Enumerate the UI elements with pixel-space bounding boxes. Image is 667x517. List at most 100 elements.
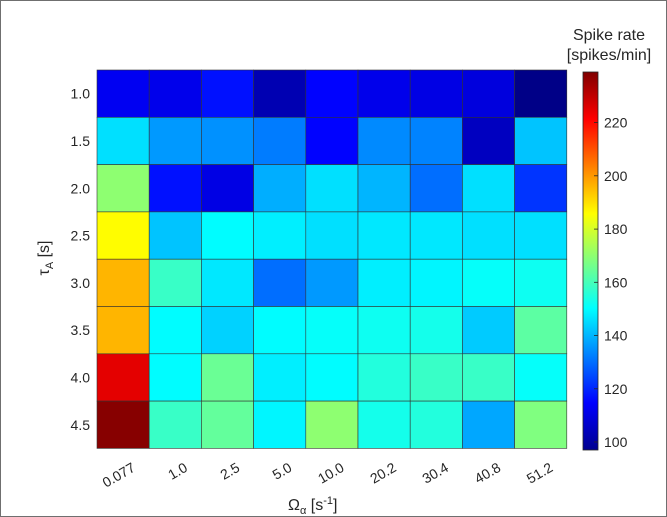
heatmap-cell bbox=[409, 69, 463, 118]
heatmap-cell bbox=[201, 164, 254, 213]
heatmap-cell bbox=[96, 353, 150, 402]
heatmap-cell bbox=[148, 306, 202, 355]
heatmap-cell bbox=[462, 353, 515, 402]
y-tick-label: 1.5 bbox=[71, 133, 91, 149]
colorbar-tick-label: 120 bbox=[604, 381, 628, 397]
y-tick-label: 1.0 bbox=[71, 86, 91, 102]
heatmap-cell bbox=[305, 306, 359, 355]
x-tick-label: 40.8 bbox=[472, 459, 504, 487]
y-tick-label: 4.0 bbox=[71, 369, 91, 385]
heatmap-cell bbox=[357, 164, 411, 213]
heatmap-cell bbox=[462, 211, 515, 260]
x-tick-labels: 0.077 1.0 2.5 5.0 10.0 20.2 30.4 40.8 51.2 bbox=[99, 459, 555, 490]
heatmap-cell bbox=[514, 69, 568, 118]
heatmap-cell bbox=[148, 211, 202, 260]
y-tick-label: 3.0 bbox=[71, 275, 91, 291]
colorbar-tick-label: 220 bbox=[604, 115, 628, 131]
heatmap-cell bbox=[409, 164, 463, 213]
heatmap-cell bbox=[409, 117, 463, 165]
heatmap-cell bbox=[253, 353, 307, 402]
heatmap-cell bbox=[357, 117, 411, 165]
colorbar-tick-label: 200 bbox=[604, 168, 628, 184]
colorbar-gradient bbox=[582, 71, 599, 451]
heatmap-cell bbox=[357, 258, 411, 307]
heatmap-cell bbox=[357, 353, 411, 402]
heatmap-cell bbox=[148, 164, 202, 213]
y-tick-labels: 1.0 1.5 2.0 2.5 3.0 3.5 4.0 4.5 bbox=[71, 86, 91, 433]
heatmap-cell bbox=[96, 69, 150, 118]
heatmap-cell bbox=[462, 69, 515, 118]
colorbar: 100 120 140 160 180 200 220 Spike rate [spikes… bbox=[567, 27, 651, 451]
heatmap-cell bbox=[305, 117, 359, 165]
heatmap-cell bbox=[357, 306, 411, 355]
colorbar-tick-label: 160 bbox=[604, 274, 628, 290]
heatmap-cell bbox=[305, 211, 359, 260]
heatmap-cell bbox=[357, 69, 411, 118]
heatmap-cell bbox=[201, 117, 254, 165]
heatmap-cell bbox=[305, 164, 359, 213]
heatmap-cell bbox=[96, 211, 150, 260]
heatmap-cell bbox=[148, 353, 202, 402]
heatmap-cell bbox=[462, 306, 515, 355]
heatmap-cell bbox=[305, 69, 359, 118]
heatmap-cell bbox=[409, 353, 463, 402]
heatmap-cell bbox=[148, 400, 202, 449]
x-tick-label: 5.0 bbox=[270, 459, 295, 483]
heatmap-cell bbox=[96, 117, 150, 165]
heatmap-cell bbox=[201, 69, 254, 118]
heatmap-cell bbox=[201, 258, 254, 307]
heatmap-cell bbox=[514, 353, 568, 402]
heatmap-cell bbox=[514, 211, 568, 260]
y-axis-title: τA [s] bbox=[36, 240, 56, 275]
y-tick-label: 4.5 bbox=[71, 417, 91, 433]
heatmap-cell bbox=[462, 164, 515, 213]
heatmap-cell bbox=[305, 353, 359, 402]
y-tick-label: 3.5 bbox=[71, 322, 91, 338]
heatmap-cell bbox=[148, 117, 202, 165]
y-tick-label: 2.5 bbox=[71, 228, 91, 244]
y-tick-label: 2.0 bbox=[71, 180, 91, 196]
x-tick-label: 10.0 bbox=[315, 459, 347, 487]
x-tick-label: 2.5 bbox=[217, 459, 242, 483]
heatmap-cell bbox=[514, 400, 568, 449]
heatmap-cell bbox=[96, 164, 150, 213]
heatmap-cell bbox=[357, 211, 411, 260]
heatmap-cell bbox=[514, 258, 568, 307]
heatmap-cell bbox=[148, 258, 202, 307]
heatmap-cell bbox=[96, 400, 150, 449]
heatmap-cell bbox=[462, 117, 515, 165]
x-tick-label: 51.2 bbox=[524, 459, 556, 487]
heatmap-cell bbox=[201, 400, 254, 449]
heatmap-cell bbox=[201, 306, 254, 355]
heatmap-cell bbox=[148, 69, 202, 118]
heatmap-cell bbox=[409, 306, 463, 355]
colorbar-tick-label: 140 bbox=[604, 328, 628, 344]
heatmap-cell bbox=[253, 306, 307, 355]
heatmap-cell bbox=[514, 164, 568, 213]
x-axis-title: Ωα [s-1] bbox=[288, 495, 337, 517]
heatmap-cell bbox=[305, 258, 359, 307]
heatmap-cell bbox=[409, 400, 463, 449]
heatmap-cell bbox=[201, 211, 254, 260]
heatmap-cell bbox=[96, 258, 150, 307]
heatmap-cell bbox=[253, 69, 307, 118]
heatmap-cell bbox=[514, 117, 568, 165]
heatmap-cells bbox=[96, 69, 568, 449]
heatmap-cell bbox=[253, 117, 307, 165]
heatmap-cell bbox=[462, 400, 515, 449]
heatmap-cell bbox=[409, 211, 463, 260]
x-tick-label: 0.077 bbox=[99, 459, 138, 490]
heatmap-cell bbox=[462, 258, 515, 307]
heatmap-cell bbox=[514, 306, 568, 355]
colorbar-ticks: 100 120 140 160 180 200 220 bbox=[594, 115, 628, 450]
heatmap-cell bbox=[253, 258, 307, 307]
heatmap-cell bbox=[96, 306, 150, 355]
heatmap-cell bbox=[357, 400, 411, 449]
heatmap-cell bbox=[305, 400, 359, 449]
x-tick-label: 30.4 bbox=[419, 459, 451, 487]
heatmap-cell bbox=[409, 258, 463, 307]
heatmap-cell bbox=[253, 400, 307, 449]
colorbar-tick-label: 100 bbox=[604, 434, 628, 450]
colorbar-tick-label: 180 bbox=[604, 221, 628, 237]
